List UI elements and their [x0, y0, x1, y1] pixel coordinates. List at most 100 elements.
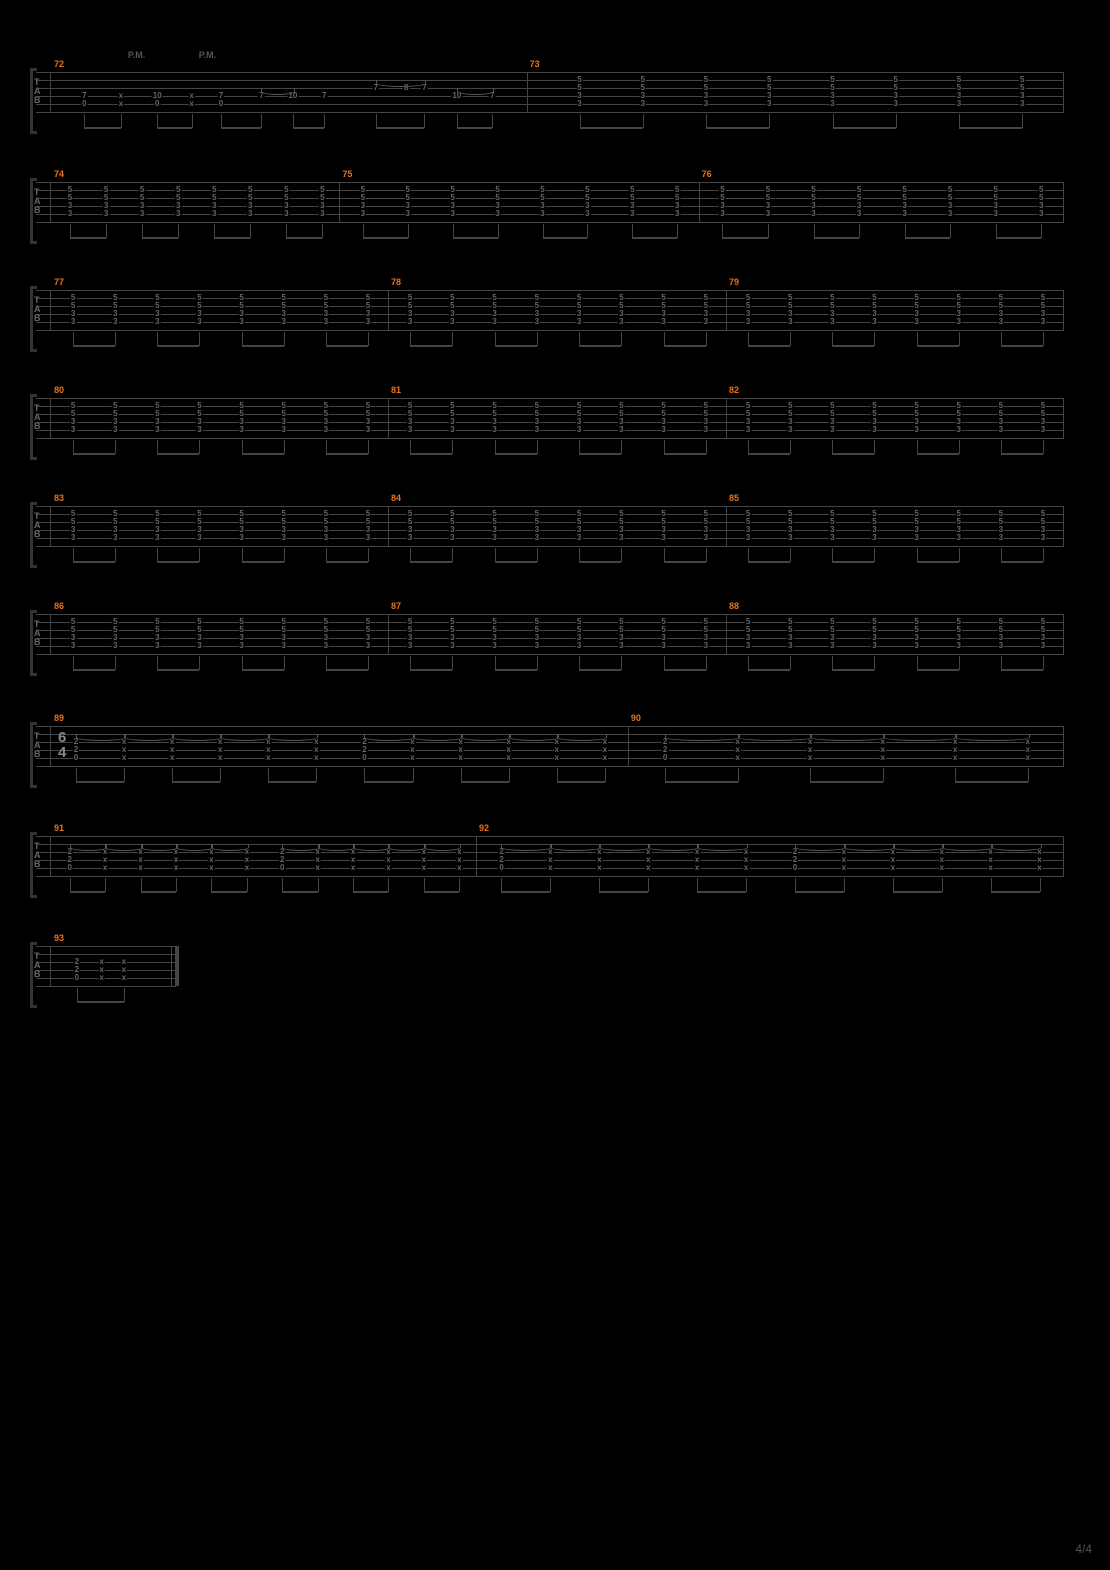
fret-number: x: [734, 754, 740, 762]
fret-number: 0: [662, 754, 668, 762]
fret-number: 3: [365, 642, 371, 650]
fret-number: x: [409, 754, 415, 762]
fret-number: 3: [576, 642, 582, 650]
fret-number: 3: [856, 210, 862, 218]
fret-number: 3: [407, 426, 413, 434]
fret-number: 3: [674, 210, 680, 218]
fret-number: x: [169, 754, 175, 762]
fret-number: 3: [787, 318, 793, 326]
fret-number: 0: [66, 864, 72, 872]
measure-number: 75: [342, 169, 352, 179]
fret-number: 3: [787, 642, 793, 650]
fret-number: x: [743, 864, 749, 872]
fret-number: 3: [618, 318, 624, 326]
fret-number: 3: [449, 426, 455, 434]
fret-number: 3: [576, 100, 582, 108]
fret-number: 3: [955, 642, 961, 650]
fret-number: 3: [913, 318, 919, 326]
fret-number: 3: [787, 534, 793, 542]
fret-number: x: [645, 864, 651, 872]
fret-number: 3: [154, 426, 160, 434]
tab-clef: TAB: [34, 620, 42, 647]
fret-number: 3: [576, 318, 582, 326]
measure-number: 82: [729, 385, 739, 395]
measure-number: 81: [391, 385, 401, 395]
fret-number: 3: [405, 210, 411, 218]
palm-mute-mark: P.M.: [199, 50, 216, 60]
fret-number: 3: [893, 100, 899, 108]
fret-number: x: [313, 754, 319, 762]
measure-number: 72: [54, 59, 64, 69]
fret-number: x: [217, 754, 223, 762]
tab-staff: TAB5533553355335533553355335533553355335…: [36, 506, 1064, 546]
fret-number: x: [938, 864, 944, 872]
fret-number: 3: [67, 210, 73, 218]
fret-number: 0: [74, 974, 80, 982]
fret-number: x: [987, 864, 993, 872]
measure-number: 89: [54, 713, 64, 723]
fret-number: 3: [998, 318, 1004, 326]
fret-number: 3: [829, 534, 835, 542]
fret-number: 3: [955, 534, 961, 542]
fret-number: 3: [719, 210, 725, 218]
fret-number: 3: [618, 426, 624, 434]
fret-number: 3: [810, 210, 816, 218]
fret-number: x: [421, 864, 427, 872]
fret-number: 3: [491, 642, 497, 650]
fret-number: 3: [196, 642, 202, 650]
fret-number: 3: [829, 100, 835, 108]
fret-number: 3: [323, 642, 329, 650]
fret-number: 3: [139, 210, 145, 218]
fret-number: 3: [280, 318, 286, 326]
fret-number: 3: [998, 534, 1004, 542]
fret-number: 3: [947, 210, 953, 218]
measure-number: 74: [54, 169, 64, 179]
fret-number: 3: [1038, 210, 1044, 218]
fret-number: x: [457, 754, 463, 762]
fret-number: 3: [247, 210, 253, 218]
fret-number: x: [244, 864, 250, 872]
fret-number: 0: [361, 754, 367, 762]
fret-number: 3: [660, 534, 666, 542]
fret-number: 3: [534, 534, 540, 542]
fret-number: 3: [238, 426, 244, 434]
fret-number: 3: [534, 318, 540, 326]
fret-number: 3: [1019, 100, 1025, 108]
fret-number: 3: [913, 642, 919, 650]
fret-number: 3: [829, 318, 835, 326]
fret-number: 3: [407, 534, 413, 542]
measure-number: 85: [729, 493, 739, 503]
fret-number: x: [173, 864, 179, 872]
measure-number: 73: [530, 59, 540, 69]
fret-number: 3: [618, 642, 624, 650]
fret-number: 3: [913, 426, 919, 434]
fret-number: 3: [576, 426, 582, 434]
fret-number: 3: [913, 534, 919, 542]
fret-number: 3: [103, 210, 109, 218]
fret-number: 0: [73, 754, 79, 762]
fret-number: 3: [323, 318, 329, 326]
fret-number: 3: [112, 642, 118, 650]
measure-number: 91: [54, 823, 64, 833]
fret-number: 3: [992, 210, 998, 218]
time-signature: 64: [58, 730, 66, 760]
fret-number: 3: [70, 426, 76, 434]
fret-number: x: [102, 864, 108, 872]
fret-number: 3: [154, 642, 160, 650]
fret-number: 3: [449, 318, 455, 326]
tab-staff: TAB5533553355335533553355335533553355335…: [36, 182, 1064, 222]
measure-number: 79: [729, 277, 739, 287]
fret-number: 3: [154, 534, 160, 542]
fret-number: 3: [70, 642, 76, 650]
tab-clef: TAB: [34, 842, 42, 869]
fret-number: 3: [449, 534, 455, 542]
fret-number: 3: [360, 210, 366, 218]
measure-number: 78: [391, 277, 401, 287]
fret-number: 3: [494, 210, 500, 218]
fret-number: 3: [584, 210, 590, 218]
measure-number: 86: [54, 601, 64, 611]
fret-number: 3: [238, 642, 244, 650]
measure-number: 77: [54, 277, 64, 287]
tab-clef: TAB: [34, 296, 42, 323]
fret-number: x: [188, 100, 194, 108]
